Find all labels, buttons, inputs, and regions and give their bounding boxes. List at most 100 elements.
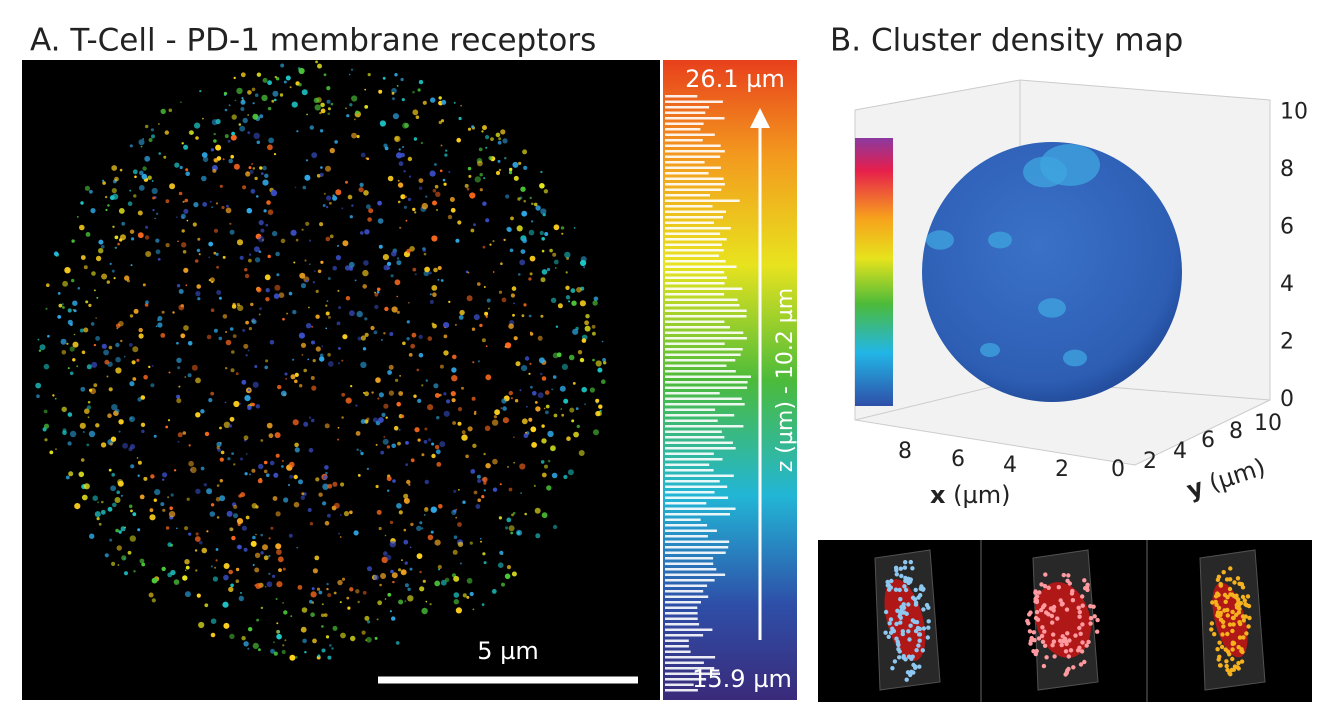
localization <box>222 601 229 608</box>
localization <box>224 401 227 404</box>
localization <box>144 155 151 162</box>
localization <box>433 383 439 389</box>
cluster-point <box>924 602 930 608</box>
localization <box>467 127 472 131</box>
cluster-point <box>1031 649 1036 654</box>
localization <box>422 579 426 583</box>
localization <box>272 90 279 97</box>
localization <box>557 303 563 309</box>
cluster-point <box>1210 600 1215 605</box>
localization <box>216 445 220 450</box>
localization <box>484 425 491 432</box>
localization <box>231 131 236 136</box>
localization <box>407 595 414 602</box>
localization <box>398 148 401 151</box>
histogram-bar <box>665 205 713 208</box>
localization <box>529 272 533 276</box>
localization <box>46 283 50 288</box>
localization <box>173 469 177 472</box>
localization <box>243 641 249 647</box>
localization <box>406 337 410 341</box>
localization <box>145 124 149 129</box>
localization <box>471 327 476 331</box>
cluster-point <box>920 648 925 653</box>
localization <box>575 407 579 410</box>
localization <box>381 412 386 417</box>
localization <box>270 526 274 530</box>
localization <box>155 238 160 243</box>
localization <box>530 385 533 389</box>
localization <box>526 405 528 408</box>
localization <box>300 495 305 500</box>
localization <box>584 320 589 326</box>
localization <box>267 80 272 86</box>
localization <box>290 374 296 380</box>
localization <box>317 654 321 658</box>
localization <box>266 473 270 478</box>
localization <box>364 615 370 621</box>
localization <box>512 161 519 168</box>
localization <box>561 363 569 370</box>
localization <box>293 474 298 480</box>
z-tick-label: 0 <box>1280 387 1294 412</box>
localization <box>184 526 189 531</box>
localization <box>403 539 409 545</box>
localization <box>503 238 506 242</box>
localization <box>223 622 230 629</box>
cluster-point <box>1230 647 1235 652</box>
localization <box>329 644 332 647</box>
localization <box>322 501 327 506</box>
localization <box>231 114 237 120</box>
cluster-point <box>920 587 926 592</box>
localization <box>280 390 287 397</box>
localization <box>83 265 88 270</box>
localization <box>235 372 239 376</box>
localization <box>565 295 571 300</box>
localization <box>84 185 90 191</box>
localization <box>471 396 476 401</box>
localization <box>510 216 514 221</box>
panel-title: B. Cluster density map <box>830 23 1183 59</box>
cluster-point <box>1088 616 1094 621</box>
histogram-bar <box>665 403 745 406</box>
y-tick-label: 2 <box>1143 449 1157 474</box>
localization <box>226 204 229 208</box>
localization <box>349 587 354 592</box>
histogram-bar <box>665 546 729 549</box>
localization <box>210 148 215 152</box>
localization <box>593 296 599 302</box>
localization <box>341 416 344 419</box>
localization <box>132 169 138 175</box>
localization <box>327 513 331 518</box>
localization <box>510 397 513 400</box>
histogram-bar <box>665 562 714 565</box>
localization <box>477 498 482 503</box>
localization <box>284 372 288 376</box>
localization <box>380 450 385 455</box>
localization <box>420 141 424 145</box>
localization <box>140 145 143 148</box>
localization <box>102 179 105 182</box>
histogram-bar <box>665 535 708 538</box>
localization <box>477 479 482 483</box>
localization <box>160 333 166 338</box>
localization <box>505 526 509 530</box>
cluster-point <box>898 566 903 571</box>
localization <box>247 349 250 352</box>
localization <box>250 188 256 194</box>
localization <box>483 452 486 456</box>
localization <box>120 526 126 532</box>
localization <box>404 195 407 199</box>
localization <box>323 73 327 77</box>
localization <box>523 433 529 439</box>
localization <box>337 244 339 247</box>
localization <box>544 232 549 236</box>
localization <box>225 207 232 214</box>
localization <box>258 463 264 470</box>
localization <box>522 149 528 155</box>
localization <box>267 144 273 151</box>
localization <box>513 436 515 439</box>
localization <box>401 559 403 561</box>
localization <box>541 512 548 519</box>
localization <box>111 561 116 567</box>
